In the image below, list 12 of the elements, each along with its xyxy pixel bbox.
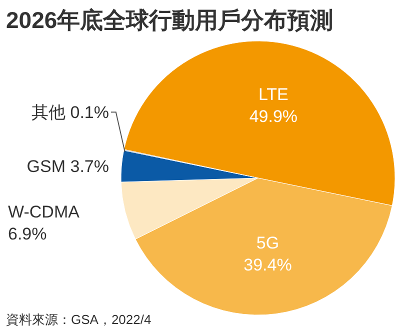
source-note: 資料來源：GSA，2022/4 xyxy=(6,312,152,327)
data-label: 6.9% xyxy=(8,224,47,244)
slice-label: 其他 xyxy=(32,103,70,122)
data-label: 39.4% xyxy=(244,256,292,275)
slice-label: W-CDMA xyxy=(8,202,80,222)
data-label: 49.9% xyxy=(249,107,298,126)
chart-title: 2026年底全球行動用戶分布預測 xyxy=(6,7,334,33)
slice-label: 5G xyxy=(256,234,280,253)
slice-label: LTE xyxy=(258,85,288,104)
data-label: 0.1% xyxy=(70,103,109,122)
slice-label: GSM xyxy=(26,157,70,176)
data-label: 3.7% xyxy=(70,157,109,176)
